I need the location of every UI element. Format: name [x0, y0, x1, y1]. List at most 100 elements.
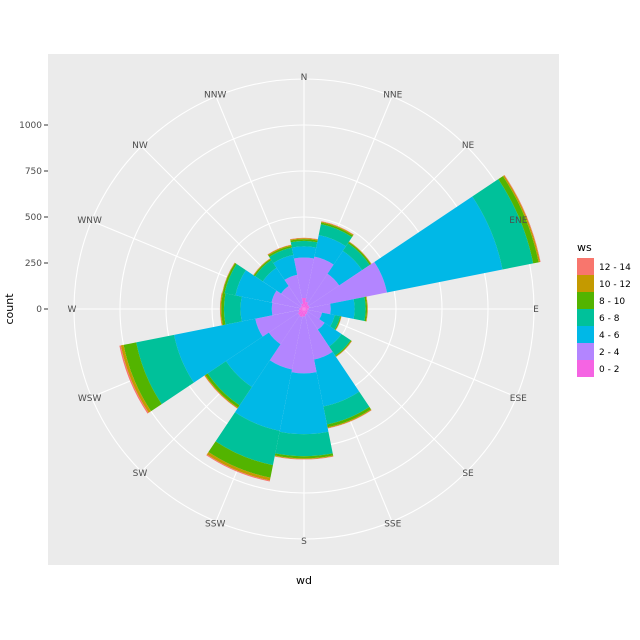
- bar-segment-ene-0-2: [304, 305, 310, 309]
- y-tick-label: 1000: [19, 121, 42, 131]
- y-axis: 0 250 500 750 1000: [19, 121, 48, 315]
- y-tick-label: 750: [25, 167, 42, 177]
- bar-segment-nw-8-10: [253, 258, 272, 277]
- legend-swatch: [577, 275, 594, 292]
- bar-segment-sw-6-8: [207, 361, 252, 406]
- bar-segment-w-0-2: [299, 308, 304, 310]
- bar-segment-wnw-0-2: [300, 306, 304, 309]
- bar-segment-s-4-6: [279, 372, 329, 435]
- bar-segment-ene-2-4: [308, 261, 388, 308]
- bar-segment-w-6-8: [223, 293, 242, 325]
- direction-label-ssw: SSW: [205, 519, 225, 529]
- legend-swatch: [577, 309, 594, 326]
- bar-segment-nnw-4-6: [273, 254, 298, 280]
- bar-segment-ssw-4-6: [234, 360, 292, 431]
- bar-segment-ne-0-2: [304, 304, 309, 309]
- bar-segment-ese-6-8: [330, 315, 341, 330]
- y-axis-title: count: [3, 293, 16, 325]
- bar-segment-e-12-14: [366, 296, 368, 322]
- direction-label-nne: NNE: [383, 91, 402, 101]
- bar-segment-se-4-6: [317, 322, 342, 347]
- bars-layer: [119, 174, 541, 482]
- bar-segment-n-6-8: [290, 240, 318, 248]
- bar-segment-n-10-12: [290, 238, 318, 241]
- bar-segment-s-10-12: [274, 455, 334, 460]
- bar-segment-sw-0-2: [297, 309, 304, 316]
- bar-segment-ssw-2-4: [269, 315, 303, 370]
- bar-segment-ssw-6-8: [215, 412, 280, 466]
- bar-segment-ese-10-12: [335, 316, 342, 331]
- legend-title: ws: [577, 241, 592, 254]
- bar-segment-w-4-6: [240, 296, 273, 322]
- direction-label-sw: SW: [133, 469, 148, 479]
- bar-segment-s-8-10: [274, 453, 334, 459]
- bar-segment-ese-8-10: [334, 316, 341, 330]
- direction-label-se: SE: [462, 469, 474, 479]
- direction-label-ene: ENE: [509, 216, 527, 226]
- legend-label: 12 - 14: [599, 263, 631, 273]
- bar-segment-sse-2-4: [305, 313, 333, 360]
- bar-segment-e-8-10: [364, 296, 368, 322]
- bar-segment-nnw-0-2: [300, 303, 304, 309]
- bar-segment-e-4-6: [330, 299, 355, 319]
- bar-segment-wnw-2-4: [271, 290, 301, 309]
- y-tick-label: 250: [25, 259, 42, 269]
- bar-segment-se-6-8: [329, 334, 351, 356]
- bar-segment-wsw-8-10: [123, 342, 162, 412]
- bar-segment-sse-8-10: [326, 406, 371, 428]
- legend-label: 2 - 4: [599, 348, 620, 358]
- bar-segment-n-8-10: [290, 239, 318, 243]
- bar-segment-e-2-4: [308, 303, 331, 315]
- direction-label-nnw: NNW: [204, 91, 226, 101]
- legend-swatch: [577, 292, 594, 309]
- bar-segment-ese-4-6: [319, 312, 335, 327]
- legend-label: 0 - 2: [599, 365, 619, 375]
- bar-segment-nw-6-8: [255, 260, 277, 282]
- bar-segment-wsw-2-4: [255, 310, 300, 337]
- bar-segment-ne-2-4: [307, 273, 340, 306]
- bar-segment-ssw-10-12: [206, 452, 271, 481]
- legend: ws 12 - 14 10 - 12 8 - 10 6 - 8 4 - 6 2 - 4 0 …: [577, 241, 631, 377]
- bar-segment-wnw-8-10: [222, 262, 237, 294]
- direction-label-wsw: WSW: [78, 394, 102, 404]
- bar-segment-nne-4-6: [314, 235, 346, 265]
- bar-segment-nnw-10-12: [267, 244, 292, 256]
- bar-segment-ssw-8-10: [208, 441, 273, 478]
- bar-segment-n-0-2: [301, 297, 307, 309]
- bar-segment-ssw-0-2: [299, 309, 304, 318]
- bar-segment-s-2-4: [291, 316, 317, 374]
- legend-label: 10 - 12: [599, 280, 631, 290]
- bar-segment-sw-8-10: [205, 373, 240, 408]
- legend-swatch: [577, 326, 594, 343]
- bar-segment-w-12-14: [219, 292, 222, 326]
- bar-segment-ene-8-10: [498, 176, 539, 264]
- bar-segment-wsw-10-12: [120, 344, 152, 413]
- bar-segment-sw-4-6: [225, 332, 281, 388]
- legend-label: 8 - 10: [599, 297, 625, 307]
- bar-segment-ese-2-4: [307, 309, 323, 320]
- bar-segment-wsw-6-8: [136, 334, 194, 405]
- bar-segment-w-8-10: [221, 292, 226, 326]
- bar-segment-ese-0-2: [304, 309, 308, 312]
- bar-segment-wnw-6-8: [224, 264, 246, 296]
- legend-swatch: [577, 343, 594, 360]
- bar-segment-wnw-4-6: [235, 270, 277, 303]
- bar-segment-s-0-2: [302, 309, 306, 317]
- bar-segment-nnw-6-8: [269, 247, 294, 264]
- bar-segment-ne-6-8: [342, 243, 370, 271]
- bar-segment-ne-4-6: [327, 250, 363, 286]
- bar-segment-ene-4-6: [374, 196, 503, 293]
- direction-labels: N NNE NE ENE E ESE SE SSE S SSW SW WSW W WNW NW NNW: [68, 73, 540, 547]
- bar-segment-nne-8-10: [320, 222, 354, 238]
- bar-segment-e-0-2: [304, 308, 309, 310]
- bar-segment-n-2-4: [293, 257, 315, 299]
- bar-segment-se-0-2: [304, 309, 308, 313]
- bar-segment-e-10-12: [365, 296, 368, 322]
- bar-segment-sse-0-2: [304, 309, 308, 315]
- bar-segment-nne-6-8: [318, 224, 353, 247]
- bar-segment-wsw-0-2: [298, 309, 304, 313]
- bar-segment-nnw-2-4: [284, 274, 303, 305]
- direction-label-ese: ESE: [510, 394, 527, 404]
- legend-label: 4 - 6: [599, 331, 620, 341]
